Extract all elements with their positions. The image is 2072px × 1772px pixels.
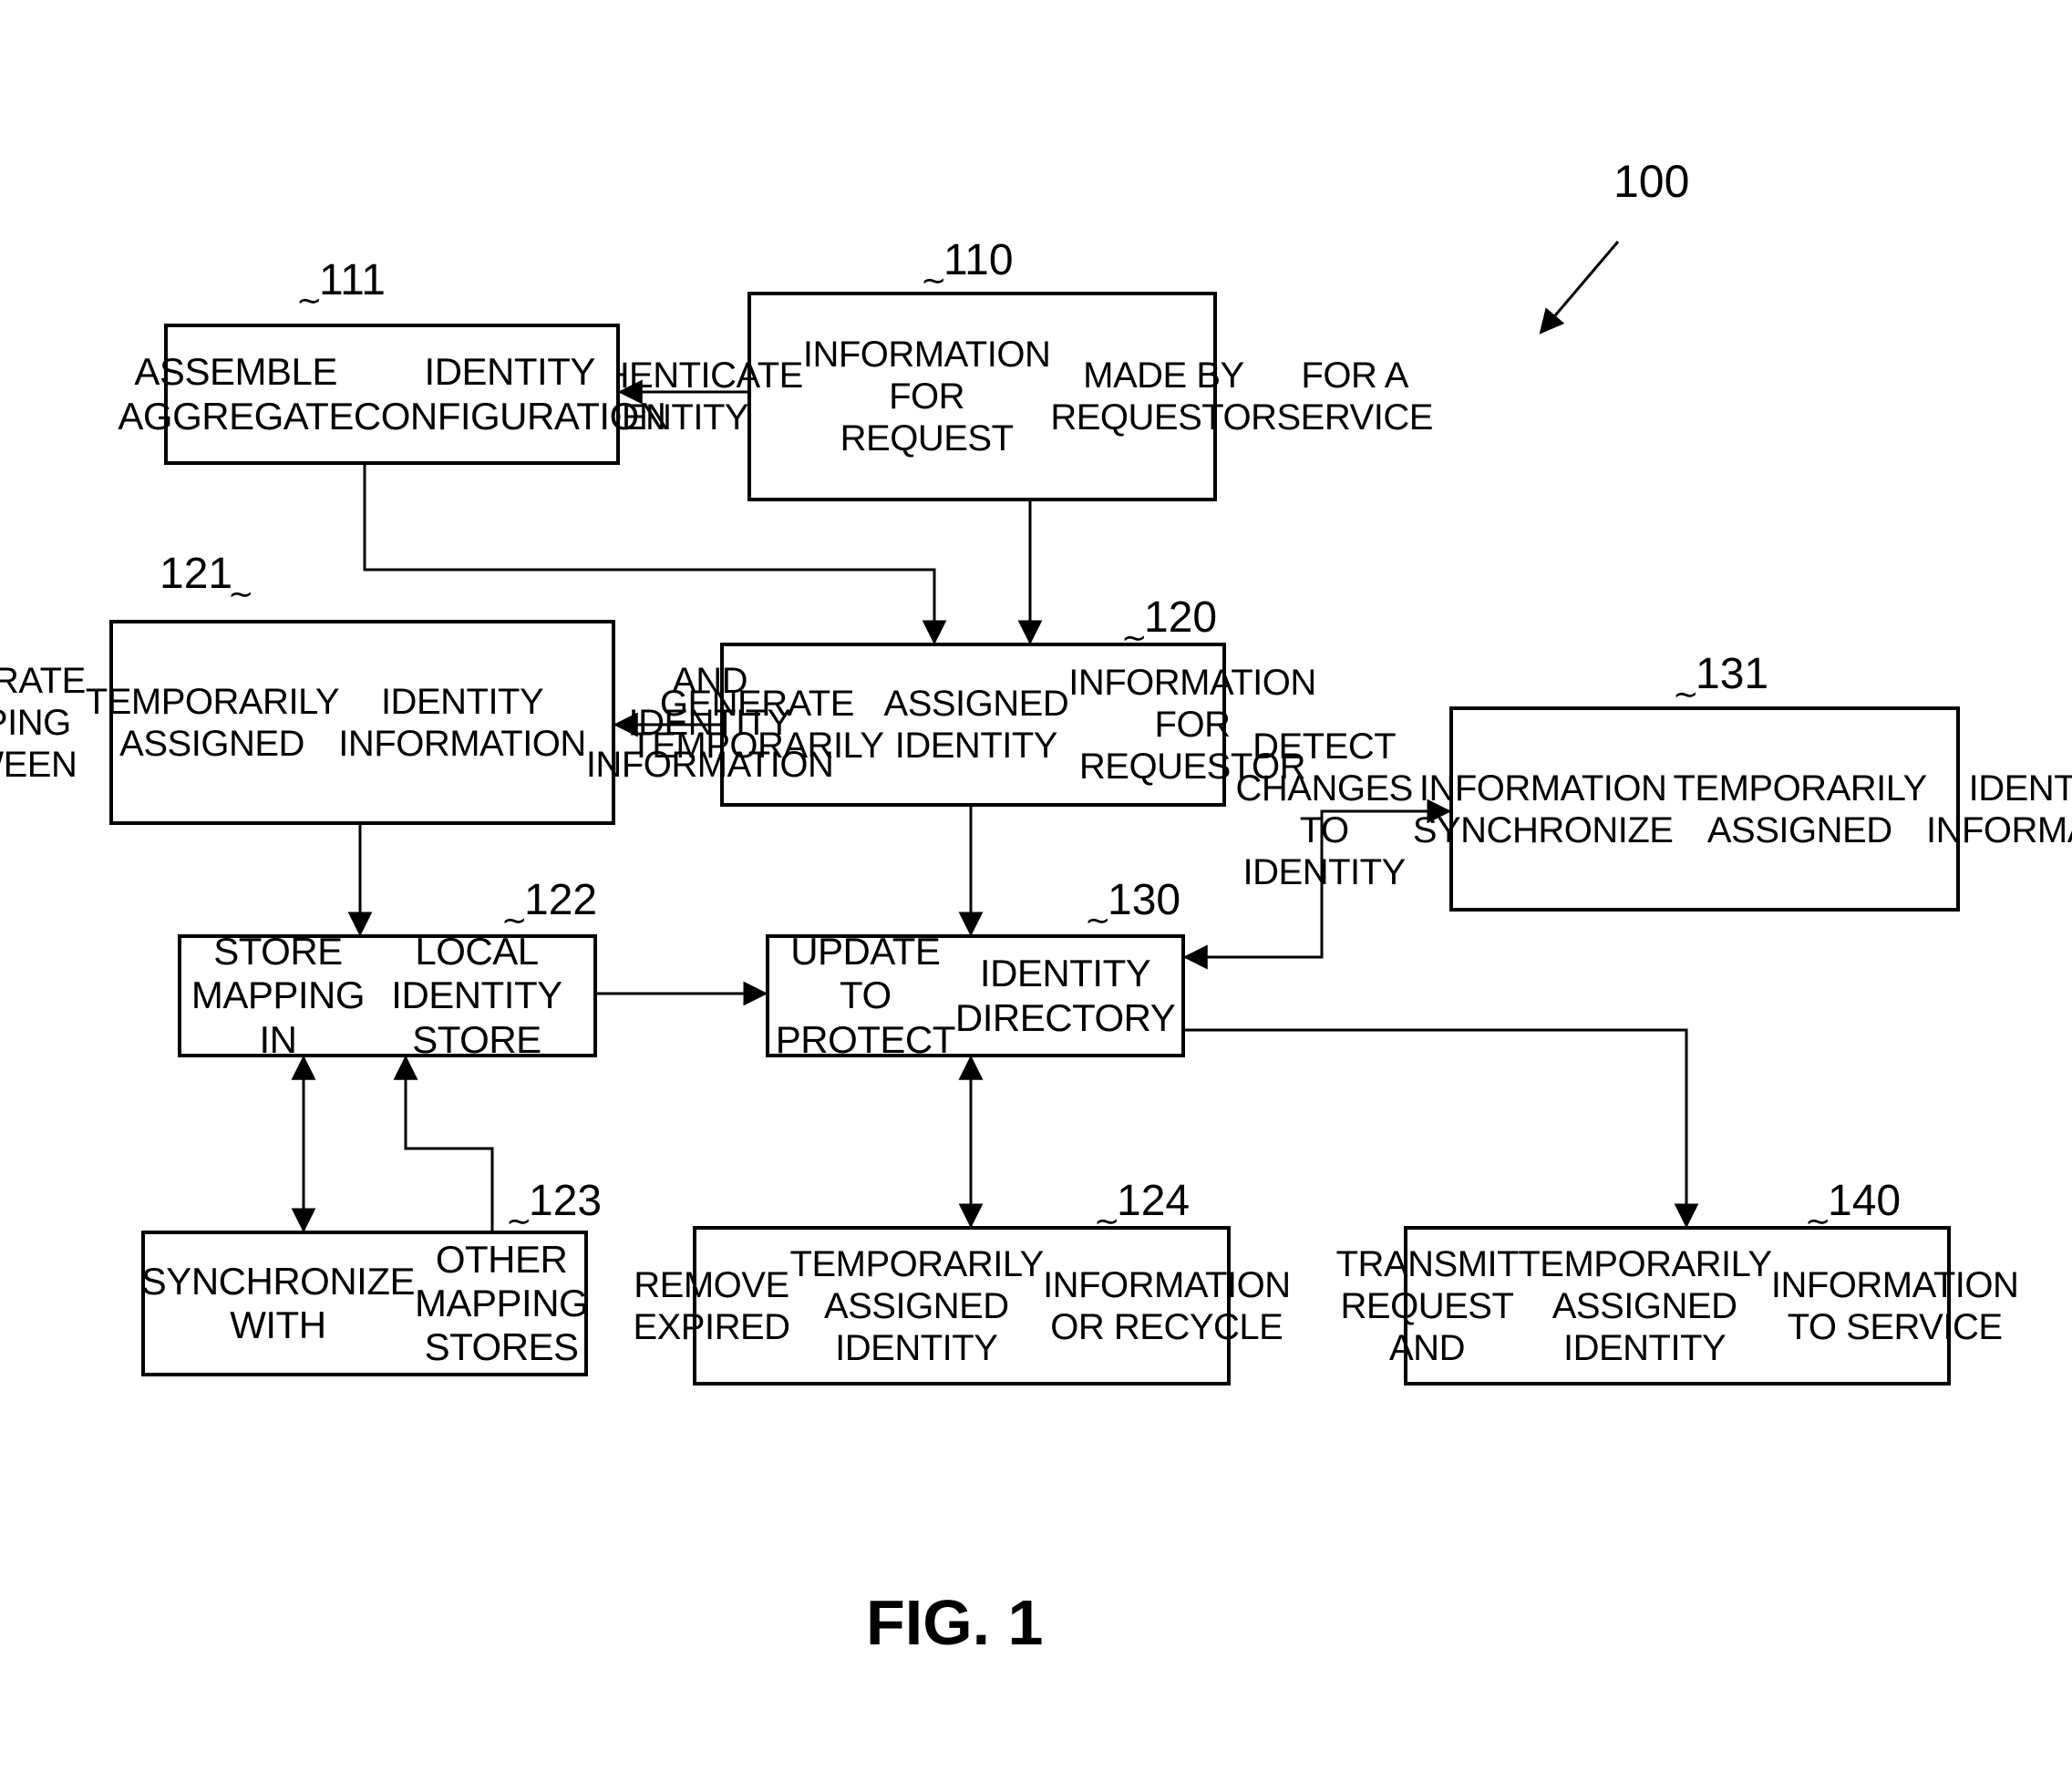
ref-label-111: 111: [319, 255, 386, 305]
node-text-line: STORE MAPPING IN: [189, 930, 367, 1062]
node-text-line: TEMPORARILY ASSIGNED IDENTITY: [790, 1243, 1044, 1369]
node-text-line: GENERATE MAPPING BETWEEN: [0, 660, 86, 786]
flow-node-110: AUTHENTICATE IDENTITYINFORMATION FOR REQ…: [747, 292, 1217, 501]
node-text-line: INFORMATION FOR REQUEST: [803, 334, 1051, 459]
node-text-line: DETECT CHANGES TO IDENTITY: [1236, 726, 1413, 893]
edge: [1185, 1030, 1686, 1226]
node-text-line: LOCAL IDENTITY STORE: [367, 930, 586, 1062]
ref-label-130: 130: [1108, 875, 1180, 925]
ref-tilde-120: ∼: [1121, 620, 1148, 656]
node-text-line: IDENTITY INFORMATION: [1926, 768, 2072, 851]
ref-tilde-123: ∼: [506, 1203, 532, 1240]
ref-label-131: 131: [1696, 649, 1768, 699]
node-text-line: IDENTITY INFORMATION: [338, 681, 586, 765]
ref-tilde-111: ∼: [296, 283, 323, 319]
ref-tilde-122: ∼: [501, 902, 528, 939]
ref-tilde-131: ∼: [1673, 676, 1699, 713]
ref-tilde-124: ∼: [1094, 1203, 1120, 1240]
ref-label-123: 123: [529, 1176, 602, 1226]
flow-node-140: TRANSMIT REQUEST ANDTEMPORARILY ASSIGNED…: [1404, 1226, 1951, 1386]
ref-label-121: 121: [160, 549, 232, 599]
ref-tilde-121: ∼: [228, 576, 254, 613]
node-text-line: UPDATE TO PROTECT: [776, 930, 955, 1062]
ref-label-122: 122: [524, 875, 597, 925]
node-text-line: TRANSMIT REQUEST AND: [1336, 1243, 1519, 1369]
node-text-line: IDENTITY DIRECTORY: [955, 952, 1175, 1040]
node-text-line: INFORMATION TO SERVICE: [1771, 1264, 2019, 1348]
ref-tilde-130: ∼: [1085, 902, 1111, 939]
flow-node-121: GENERATE MAPPING BETWEENTEMPORARILY ASSI…: [109, 620, 615, 825]
node-text-line: INFORMATION OR RECYCLE: [1043, 1264, 1291, 1348]
node-text-line: SYNCHRONIZE WITH: [141, 1260, 415, 1348]
ref-label-124: 124: [1117, 1176, 1190, 1226]
node-text-line: AND IDENTITY INFORMATION: [586, 660, 834, 786]
node-text-line: FOR A SERVICE: [1277, 355, 1433, 438]
flow-node-130: UPDATE TO PROTECTIDENTITY DIRECTORY: [766, 934, 1185, 1057]
node-text-line: IDENTITY CONFIGURATION: [354, 350, 666, 438]
flow-node-124: REMOVE EXPIREDTEMPORARILY ASSIGNED IDENT…: [693, 1226, 1231, 1386]
ref-label-110: 110: [943, 235, 1014, 285]
flow-node-123: SYNCHRONIZE WITHOTHER MAPPING STORES: [141, 1231, 588, 1376]
diagram-canvas: AUTHENTICATE IDENTITYINFORMATION FOR REQ…: [0, 0, 2072, 1772]
ref-label-120: 120: [1144, 592, 1217, 643]
node-text-line: INFORMATION SYNCHRONIZE: [1413, 768, 1674, 851]
title-ref-arrow: [1541, 242, 1618, 333]
ref-label-140: 140: [1828, 1176, 1901, 1226]
node-text-line: REMOVE EXPIRED: [633, 1264, 789, 1348]
diagram-ref-100: 100: [1613, 155, 1689, 208]
node-text-line: MADE BY REQUESTOR: [1050, 355, 1276, 438]
node-text-line: ASSIGNED IDENTITY: [884, 683, 1069, 767]
flow-node-131: DETECT CHANGES TO IDENTITYINFORMATION SY…: [1449, 706, 1960, 912]
node-text-line: TEMPORARILY ASSIGNED: [86, 681, 339, 765]
ref-tilde-140: ∼: [1805, 1203, 1831, 1240]
node-text-line: TEMPORARILY ASSIGNED: [1673, 768, 1926, 851]
flow-node-111: ASSEMBLE AGGREGATEIDENTITY CONFIGURATION: [164, 324, 620, 465]
node-text-line: TEMPORARILY ASSIGNED IDENTITY: [1518, 1243, 1771, 1369]
flow-node-122: STORE MAPPING INLOCAL IDENTITY STORE: [178, 934, 597, 1057]
figure-label: FIG. 1: [866, 1586, 1043, 1659]
node-text-line: ASSEMBLE AGGREGATE: [118, 350, 353, 438]
ref-tilde-110: ∼: [921, 263, 947, 299]
node-text-line: OTHER MAPPING STORES: [415, 1238, 588, 1370]
edge: [406, 1057, 492, 1231]
